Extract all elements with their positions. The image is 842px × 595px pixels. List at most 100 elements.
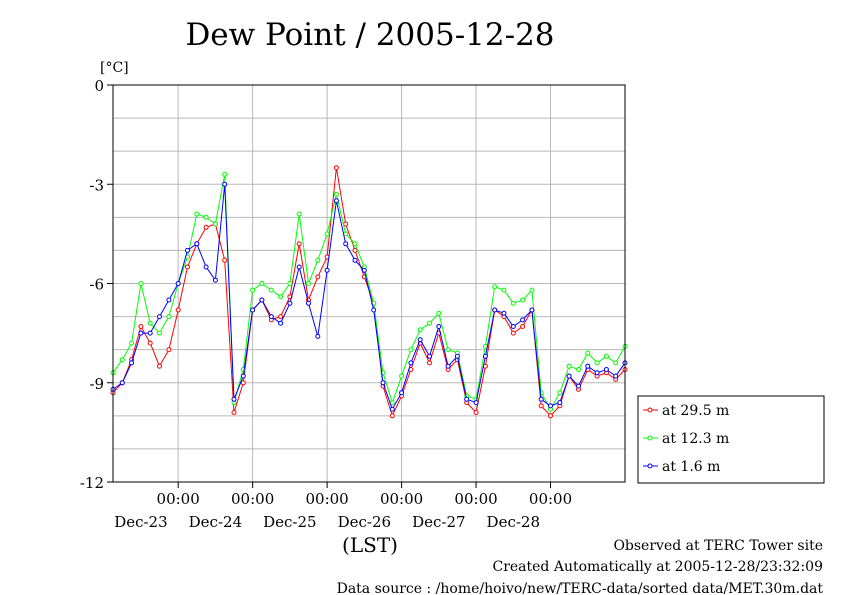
series — [110, 181, 628, 412]
data-point — [408, 347, 414, 353]
data-point — [538, 403, 544, 409]
data-point — [278, 320, 284, 326]
legend-entry: at 12.3 m — [662, 431, 729, 447]
data-point — [203, 264, 209, 270]
chart-title: Dew Point / 2005-12-28 — [185, 17, 554, 53]
data-point — [548, 413, 553, 419]
data-point — [427, 320, 432, 326]
data-point — [445, 363, 451, 369]
data-point — [147, 340, 153, 346]
data-point — [147, 330, 153, 336]
data-point — [585, 350, 591, 356]
y-tick-label: -3 — [89, 176, 104, 194]
data-point — [129, 360, 135, 366]
data-point — [231, 396, 237, 402]
data-point — [324, 231, 330, 237]
legend: at 29.5 m at 12.3 m at 1.6 m — [637, 395, 825, 484]
day-label: Dec-24 — [189, 513, 242, 531]
data-point — [240, 373, 246, 379]
data-point — [138, 324, 144, 329]
data-point — [492, 307, 498, 313]
data-point — [492, 284, 498, 290]
y-axis-unit-label: [°C] — [100, 60, 129, 76]
data-point — [119, 357, 125, 363]
data-point — [361, 267, 367, 273]
data-point — [315, 333, 321, 339]
data-point — [529, 307, 535, 313]
data-point — [436, 324, 442, 329]
data-point — [278, 314, 284, 320]
x-tick-label: 00:00 — [454, 490, 497, 508]
data-point — [548, 403, 553, 409]
x-tick-label: 00:00 — [157, 490, 200, 508]
data-point — [129, 340, 135, 346]
data-point — [278, 294, 284, 300]
x-tick-label: 00:00 — [305, 490, 348, 508]
data-point — [324, 267, 330, 273]
data-point — [315, 274, 321, 280]
data-point — [259, 297, 265, 303]
data-point — [520, 324, 526, 329]
data-point — [147, 320, 153, 326]
data-point — [464, 396, 470, 402]
data-point — [194, 241, 200, 247]
data-point — [566, 363, 572, 369]
data-point — [445, 347, 451, 353]
data-point — [603, 367, 609, 372]
data-point — [352, 247, 358, 253]
data-point — [520, 297, 526, 303]
data-point — [268, 314, 274, 320]
x-tick-label: 00:00 — [380, 490, 423, 508]
y-tick-label: -12 — [80, 474, 104, 492]
data-point — [538, 396, 544, 402]
y-tick-label: 0 — [94, 77, 104, 95]
data-point — [296, 211, 302, 217]
y-axis-ticks: 0 -3 -6 -9 -12 — [80, 77, 113, 492]
data-point — [315, 257, 321, 263]
data-point — [576, 383, 581, 389]
data-point — [473, 410, 479, 415]
footer-source: Data source : /home/hoivo/new/TERC-data/… — [337, 581, 824, 595]
data-point — [119, 380, 125, 386]
day-label: Dec-27 — [412, 513, 465, 531]
data-point — [268, 287, 274, 293]
data-point — [389, 406, 395, 412]
data-point — [473, 400, 479, 406]
footer-created: Created Automatically at 2005-12-28/23:3… — [492, 559, 823, 575]
data-point — [399, 373, 405, 379]
data-point — [380, 380, 386, 386]
data-point — [287, 300, 293, 306]
data-point — [501, 287, 507, 293]
data-point — [138, 330, 144, 336]
data-point — [352, 241, 358, 247]
data-point — [594, 360, 600, 366]
data-point — [417, 337, 423, 343]
footer-site: Observed at TERC Tower site — [613, 538, 823, 554]
data-point — [529, 287, 535, 293]
data-point — [399, 390, 405, 396]
series-line — [112, 184, 626, 411]
data-point — [166, 314, 172, 320]
legend-entry: at 1.6 m — [662, 459, 720, 475]
data-point — [240, 380, 246, 386]
x-tick-label: 00:00 — [529, 490, 572, 508]
data-point — [603, 353, 609, 359]
data-point — [482, 353, 488, 359]
data-point — [333, 165, 339, 171]
data-point — [185, 264, 190, 270]
data-point — [557, 390, 563, 396]
data-point — [333, 191, 339, 197]
data-point — [333, 198, 339, 204]
data-point — [250, 307, 256, 313]
data-point — [538, 390, 544, 396]
data-point — [454, 353, 460, 359]
data-point — [613, 373, 619, 379]
data-point — [203, 214, 209, 220]
data-point — [343, 241, 349, 247]
data-point — [343, 221, 349, 227]
day-label: Dec-28 — [487, 513, 540, 531]
data-point — [175, 307, 181, 313]
x-tick-label: 00:00 — [231, 490, 274, 508]
data-point — [296, 264, 302, 270]
